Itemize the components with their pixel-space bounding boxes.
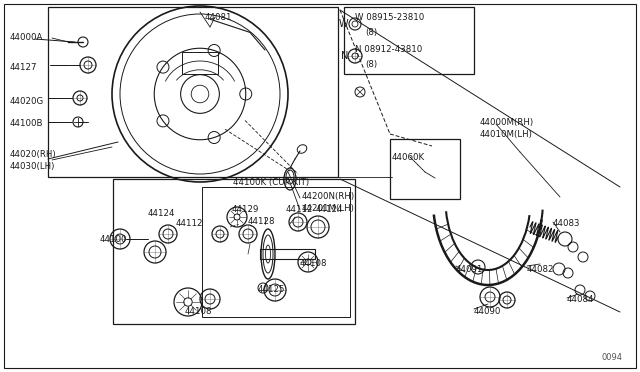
- Text: 44127: 44127: [10, 62, 38, 71]
- Text: 44100K (CUP KIT): 44100K (CUP KIT): [233, 177, 309, 186]
- Text: W: W: [339, 19, 348, 29]
- Text: 44112: 44112: [286, 205, 314, 214]
- Bar: [390, 139, 460, 199]
- Text: 44020(RH): 44020(RH): [10, 150, 56, 158]
- Text: 44000M(RH): 44000M(RH): [480, 119, 534, 128]
- Text: W 08915-23810: W 08915-23810: [355, 13, 424, 22]
- Text: 44125: 44125: [258, 285, 285, 295]
- Text: 44201M(LH): 44201M(LH): [302, 203, 355, 212]
- Bar: [113, 179, 355, 324]
- Text: 44010M(LH): 44010M(LH): [480, 131, 533, 140]
- Text: 44100: 44100: [100, 235, 127, 244]
- Text: 44060K: 44060K: [392, 153, 425, 161]
- Text: 44000A: 44000A: [10, 33, 44, 42]
- Bar: [260, 249, 315, 259]
- Text: 0094: 0094: [601, 353, 622, 362]
- Text: 44112: 44112: [176, 219, 204, 228]
- Text: 44081: 44081: [205, 13, 232, 22]
- Text: 44030(LH): 44030(LH): [10, 163, 56, 171]
- Bar: [202, 187, 350, 317]
- Text: 44124: 44124: [316, 205, 344, 214]
- Text: 44100B: 44100B: [10, 119, 44, 128]
- Text: 44082: 44082: [527, 264, 554, 273]
- Text: 44090: 44090: [474, 308, 501, 317]
- Bar: [182, 52, 218, 74]
- Text: N: N: [340, 51, 348, 61]
- Text: 44108: 44108: [300, 260, 328, 269]
- Bar: [48, 7, 338, 177]
- Text: 44020G: 44020G: [10, 96, 44, 106]
- Text: (8): (8): [365, 28, 377, 36]
- Text: 44200N(RH): 44200N(RH): [302, 192, 355, 201]
- Text: 44128: 44128: [248, 218, 275, 227]
- Text: 44124: 44124: [148, 209, 175, 218]
- Text: 44129: 44129: [232, 205, 259, 214]
- Text: 44083: 44083: [553, 219, 580, 228]
- Text: N 08912-43810: N 08912-43810: [355, 45, 422, 55]
- Bar: [344, 7, 474, 74]
- Text: 44091: 44091: [456, 264, 483, 273]
- Text: (8): (8): [365, 60, 377, 68]
- Text: 44084: 44084: [567, 295, 595, 305]
- Text: 44108: 44108: [185, 308, 212, 317]
